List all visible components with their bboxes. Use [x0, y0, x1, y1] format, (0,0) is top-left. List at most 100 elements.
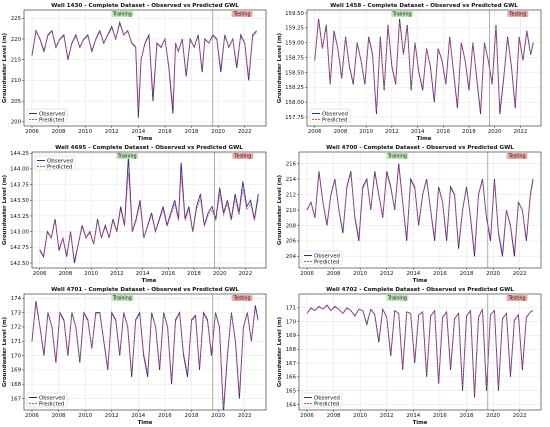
plot-frame [23, 9, 267, 127]
y-tick-label: 216 [286, 161, 297, 167]
x-axis-label: Time [413, 420, 428, 426]
training-badge [111, 295, 134, 301]
legend-label-observed: Observed [314, 395, 340, 401]
plot-area [24, 10, 266, 126]
chart-well-4695: Well 4695 - Complete Dataset - Observed … [2, 145, 267, 284]
y-axis-label: Groundwater Level (m) [277, 33, 283, 103]
x-tick-label: 2018 [460, 413, 474, 419]
training-badge-label: Training [387, 153, 407, 159]
x-tick-label: 2006 [308, 129, 322, 135]
x-axis-label: Time [413, 278, 428, 284]
y-tick-label: 158.00 [285, 100, 304, 106]
y-tick-label: 171 [11, 339, 21, 345]
training-badge-label: Training [392, 11, 412, 17]
y-axis-label: Groundwater Level (m) [277, 175, 283, 245]
y-tick-label: 143.50 [10, 198, 29, 204]
series-line-predicted [31, 22, 257, 110]
y-tick-label: 158.25 [285, 85, 304, 91]
y-tick-label: 208 [286, 223, 297, 229]
chart-title: Well 4701 - Complete Dataset - Observed … [51, 287, 239, 293]
chart-well-4700: Well 4700 - Complete Dataset - Observed … [277, 145, 542, 284]
y-tick-label: 167 [286, 361, 296, 367]
y-tick-label: 142.50 [10, 261, 29, 267]
y-tick-label: 168 [286, 347, 297, 353]
x-tick-label: 2012 [385, 129, 399, 135]
chart-well-4701: Well 4701 - Complete Dataset - Observed … [2, 287, 267, 426]
y-tick-label: 159.50 [285, 11, 304, 17]
x-tick-label: 2022 [238, 413, 252, 419]
x-tick-label: 2006 [300, 413, 314, 419]
chart-panel-well-1458: Well 1458 - Complete Dataset - Observed … [275, 0, 550, 142]
testing-badge [506, 295, 528, 301]
x-tick-label: 2010 [353, 271, 367, 277]
x-tick-label: 2012 [105, 129, 119, 135]
x-tick-label: 2012 [105, 413, 119, 419]
x-axis-label: Time [138, 136, 153, 142]
x-tick-label: 2006 [25, 413, 39, 419]
y-tick-label: 165 [286, 388, 296, 394]
y-tick-label: 158.50 [285, 70, 304, 76]
testing-badge-label: Testing [508, 295, 526, 301]
series-line-predicted [306, 305, 534, 395]
x-tick-label: 2016 [161, 271, 175, 277]
chart-title: Well 4700 - Complete Dataset - Observed … [326, 145, 514, 151]
y-tick-label: 210 [286, 208, 297, 214]
chart-panel-well-4700: Well 4700 - Complete Dataset - Observed … [275, 142, 550, 284]
x-tick-label: 2022 [239, 271, 253, 277]
testing-badge-label: Testing [233, 153, 251, 159]
training-badge [386, 295, 409, 301]
y-tick-label: 164 [286, 402, 297, 408]
x-tick-label: 2018 [187, 271, 201, 277]
training-badge-label: Training [112, 295, 132, 301]
x-tick-label: 2020 [486, 271, 500, 277]
plot-frame [298, 151, 542, 269]
y-tick-label: 215 [11, 58, 21, 64]
y-tick-label: 169 [11, 368, 22, 374]
plot-frame [298, 293, 542, 411]
x-tick-label: 2010 [359, 129, 373, 135]
y-tick-label: 143.00 [10, 229, 29, 235]
x-tick-label: 2020 [213, 271, 227, 277]
y-tick-label: 157.75 [285, 115, 304, 121]
chart-well-4702: Well 4702 - Complete Dataset - Observed … [277, 287, 542, 426]
y-tick-label: 200 [11, 120, 22, 126]
chart-panel-well-4695: Well 4695 - Complete Dataset - Observed … [0, 142, 275, 284]
x-axis-label: Time [417, 136, 432, 142]
legend-label-observed: Observed [39, 395, 65, 401]
y-tick-label: 174 [11, 296, 22, 302]
x-tick-label: 2014 [406, 413, 420, 419]
x-tick-label: 2016 [433, 271, 447, 277]
chart-title: Well 4695 - Complete Dataset - Observed … [55, 145, 243, 151]
x-tick-label: 2014 [411, 129, 425, 135]
y-tick-label: 204 [286, 254, 297, 260]
training-badge [386, 153, 409, 159]
chart-title: Well 1430 - Complete Dataset - Observed … [51, 3, 239, 9]
legend-label-predicted: Predicted [322, 117, 347, 123]
y-axis-label: Groundwater Level (m) [2, 175, 8, 245]
testing-badge [231, 11, 253, 17]
chart-title: Well 1458 - Complete Dataset - Observed … [330, 3, 518, 9]
x-tick-label: 2022 [513, 271, 527, 277]
series-line-predicted [314, 21, 534, 111]
y-tick-label: 142.75 [10, 245, 29, 251]
training-badge [111, 11, 134, 17]
y-tick-label: 210 [11, 78, 22, 84]
y-tick-label: 158.75 [285, 55, 304, 61]
x-tick-label: 2022 [514, 129, 528, 135]
training-badge [391, 11, 414, 17]
y-tick-label: 167 [11, 396, 21, 402]
y-tick-label: 168 [11, 382, 22, 388]
plot-area [299, 294, 541, 410]
x-tick-label: 2010 [78, 129, 92, 135]
x-tick-label: 2012 [110, 271, 124, 277]
legend-label-observed: Observed [322, 111, 348, 117]
y-tick-label: 206 [286, 239, 297, 245]
testing-badge-label: Testing [508, 11, 526, 17]
training-badge-label: Training [117, 153, 137, 159]
chart-panel-well-1430: Well 1430 - Complete Dataset - Observed … [0, 0, 275, 142]
plot-area [32, 152, 266, 268]
x-tick-label: 2010 [84, 271, 98, 277]
y-tick-label: 171 [286, 306, 296, 312]
chart-panel-well-4701: Well 4701 - Complete Dataset - Observed … [0, 284, 275, 426]
y-tick-label: 205 [11, 99, 21, 105]
